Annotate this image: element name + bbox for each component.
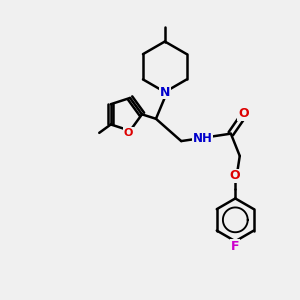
Text: F: F	[231, 240, 240, 253]
Text: O: O	[238, 107, 249, 120]
Text: N: N	[160, 85, 170, 98]
Text: NH: NH	[193, 132, 212, 145]
Text: O: O	[229, 169, 240, 182]
Text: O: O	[124, 128, 133, 138]
